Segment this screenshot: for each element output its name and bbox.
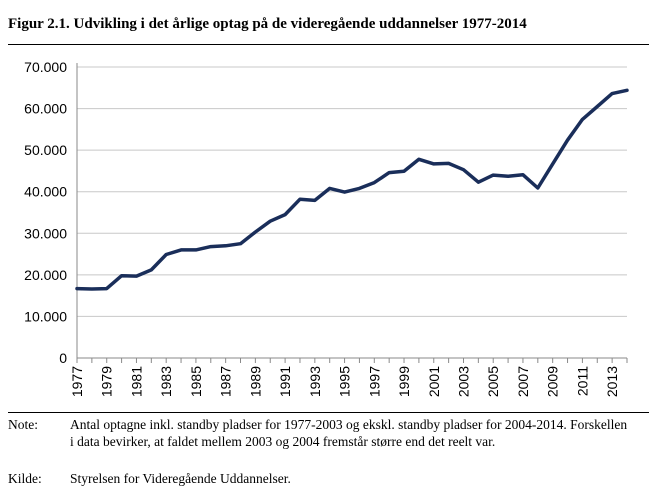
y-tick-label: 70.000 <box>24 59 67 75</box>
source: Kilde: Styrelsen for Videregående Uddann… <box>8 470 649 488</box>
x-tick-label: 1987 <box>218 366 234 397</box>
y-tick-label: 60.000 <box>24 101 67 117</box>
y-tick-label: 30.000 <box>24 225 67 241</box>
source-text: Styrelsen for Videregående Uddannelser. <box>70 471 291 486</box>
x-tick-label: 1999 <box>396 366 412 397</box>
notes-divider <box>8 412 649 413</box>
figure-title: Figur 2.1. Udvikling i det årlige optag … <box>8 16 527 32</box>
y-tick-label: 10.000 <box>24 308 67 324</box>
x-tick-label: 1977 <box>69 366 85 397</box>
x-tick-label: 2013 <box>604 366 620 397</box>
source-label: Kilde: <box>8 471 42 486</box>
note-label: Note: <box>8 417 38 432</box>
x-tick-label: 2009 <box>545 366 561 397</box>
x-tick-labels: 1977 1979 1981 1983 1985 1987 1989 1991 1993 1995… <box>69 366 620 397</box>
x-tick-label: 1985 <box>188 366 204 397</box>
y-tick-labels: 0 10.000 20.000 30.000 40.000 50.000 60.000 70.… <box>24 59 67 366</box>
x-tick-label: 1991 <box>277 366 293 397</box>
note-text: Antal optagne inkl. standby pladser for … <box>70 417 628 449</box>
line-chart: 0 10.000 20.000 30.000 40.000 50.000 60.000 70.… <box>24 59 629 397</box>
note: Note: Antal optagne inkl. standby pladse… <box>8 416 649 470</box>
x-tick-label: 2005 <box>485 366 501 397</box>
x-tick-label: 2001 <box>426 366 442 397</box>
axes <box>76 63 628 363</box>
x-tick-label: 1979 <box>99 366 115 397</box>
x-tick-label: 1995 <box>337 366 353 397</box>
x-tick-label: 1983 <box>158 366 174 397</box>
y-tick-label: 40.000 <box>24 184 67 200</box>
series <box>75 88 629 291</box>
x-tick-label: 2003 <box>455 366 471 397</box>
gridlines <box>77 66 627 317</box>
y-tick-label: 0 <box>59 350 67 366</box>
series-line <box>75 88 629 291</box>
x-tick-label: 1989 <box>247 366 263 397</box>
x-tick-label: 1981 <box>128 366 144 397</box>
y-tick-label: 20.000 <box>24 267 67 283</box>
x-tick-label: 1997 <box>366 366 382 397</box>
x-tick-label: 2011 <box>574 366 590 396</box>
x-tick-label: 1993 <box>307 366 323 397</box>
x-tick-label: 2007 <box>515 366 531 397</box>
y-tick-label: 50.000 <box>24 142 67 158</box>
title-divider <box>8 44 649 45</box>
